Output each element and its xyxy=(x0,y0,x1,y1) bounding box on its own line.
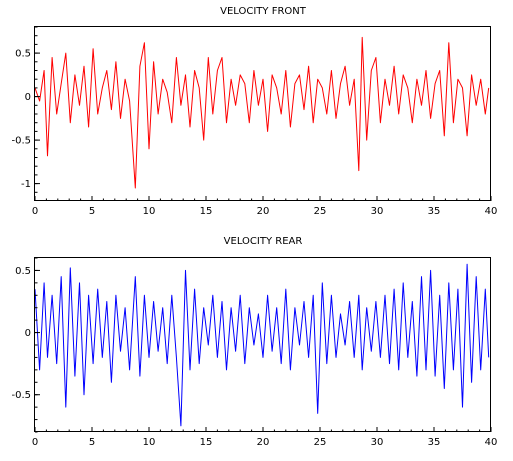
x-tick-label-rear: 25 xyxy=(314,437,327,448)
y-tick-label-rear: 0.5 xyxy=(15,266,31,277)
y-tick-label-rear: -0.5 xyxy=(11,390,31,401)
x-tick-label-rear: 0 xyxy=(32,437,38,448)
x-tick-label-rear: 30 xyxy=(371,437,384,448)
y-tick-label-rear: 0 xyxy=(25,328,31,339)
x-tick-label-front: 30 xyxy=(371,206,384,217)
chart-title-rear: VELOCITY REAR xyxy=(224,236,303,247)
x-tick-label-front: 40 xyxy=(485,206,498,217)
y-tick-label-front: -0.5 xyxy=(11,136,31,147)
series-group-rear xyxy=(34,263,490,427)
series-line-front xyxy=(34,36,490,189)
x-tick-label-rear: 15 xyxy=(200,437,213,448)
x-tick-label-front: 5 xyxy=(89,206,95,217)
x-tick-label-front: 20 xyxy=(257,206,270,217)
x-tick-label-rear: 40 xyxy=(485,437,498,448)
y-tick-label-front: -1 xyxy=(21,179,31,190)
x-tick-label-rear: 35 xyxy=(428,437,441,448)
axes-rear: 0 5 10 15 20 25 30 35 40 -0.5 0 0.5 xyxy=(11,257,498,448)
x-tick-label-rear: 20 xyxy=(257,437,270,448)
y-tick-label-front: 0 xyxy=(25,92,31,103)
x-tick-label-front: 15 xyxy=(200,206,213,217)
x-tick-label-rear: 10 xyxy=(143,437,156,448)
x-tick-label-front: 0 xyxy=(32,206,38,217)
axes-front: 0 5 10 15 20 25 30 35 40 -1 -0.5 0 0.5 xyxy=(11,26,498,217)
x-tick-label-front: 35 xyxy=(428,206,441,217)
chart-title-front: VELOCITY FRONT xyxy=(220,6,307,17)
x-tick-label-front: 25 xyxy=(314,206,327,217)
plot-velocity-rear: VELOCITY REAR 0 5 10 15 20 25 30 35 40 -0.5 0 0.5 xyxy=(11,236,497,448)
x-tick-label-front: 10 xyxy=(143,206,156,217)
plot-velocity-front: VELOCITY FRONT 0 5 10 15 20 25 30 35 40 -1 -0.5 0 0.… xyxy=(11,6,497,217)
x-tick-label-rear: 5 xyxy=(89,437,95,448)
y-tick-label-front: 0.5 xyxy=(15,49,31,60)
series-line-rear xyxy=(34,263,490,427)
plot-frame-front xyxy=(34,26,491,201)
series-group-front xyxy=(34,36,490,189)
